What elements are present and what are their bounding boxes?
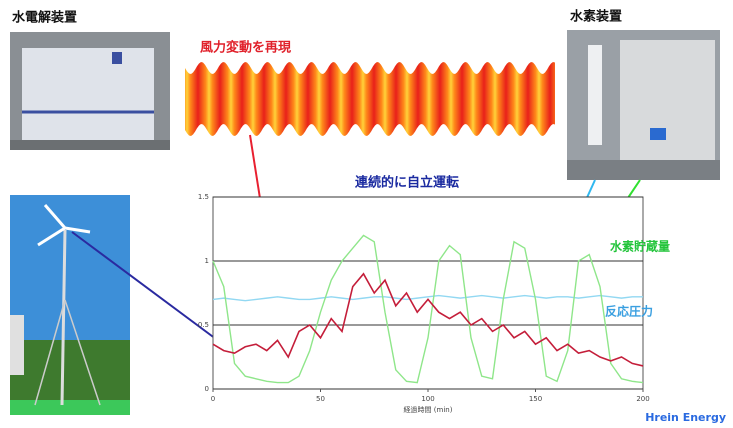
x-tick-label: 0 [211,395,215,403]
plot-frame [213,197,643,389]
x-tick-label: 100 [421,395,434,403]
annotation: 風力変動を再現 [200,40,291,56]
photo-label: 水素装置 [570,9,622,25]
x-tick-label: 50 [316,395,325,403]
electrolyzer-photo [10,32,170,150]
x-axis-label: 経過時間 (min) [404,405,453,414]
slide: 水電解装置 水素装置 風力変動を再現 連続的に自立運転 Hrein Energy… [0,0,733,428]
series-label: 反応圧力 [605,304,653,319]
annotation: 連続的に自立運転 [355,175,459,191]
credit: Hrein Energy [645,411,726,424]
series-label: 水素貯蔵量 [610,239,670,254]
y-tick-label: 1.5 [198,193,209,201]
hydrogen-photo [567,30,720,180]
y-tick-label: 0 [205,385,209,393]
y-tick-label: 0.5 [198,321,209,329]
wind-wave-banner [185,62,555,136]
chart: 0 0.5 1 1.5 0 50 100 150 200 [198,193,650,403]
photo-label: 水電解装置 [12,10,77,26]
wind-turbine-photo [10,195,130,415]
y-tick-label: 1 [205,257,209,265]
x-tick-label: 200 [636,395,649,403]
x-tick-label: 150 [529,395,542,403]
